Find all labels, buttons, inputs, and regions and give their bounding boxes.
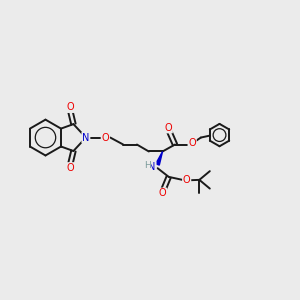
Text: N: N — [148, 162, 156, 172]
Text: O: O — [101, 133, 109, 142]
Text: H: H — [144, 161, 151, 170]
Text: O: O — [159, 188, 166, 198]
Text: O: O — [183, 176, 190, 185]
Text: O: O — [66, 163, 74, 173]
Text: O: O — [66, 102, 74, 112]
Text: O: O — [164, 123, 172, 133]
Text: O: O — [188, 138, 196, 148]
Text: N: N — [82, 133, 90, 142]
Polygon shape — [156, 152, 163, 165]
